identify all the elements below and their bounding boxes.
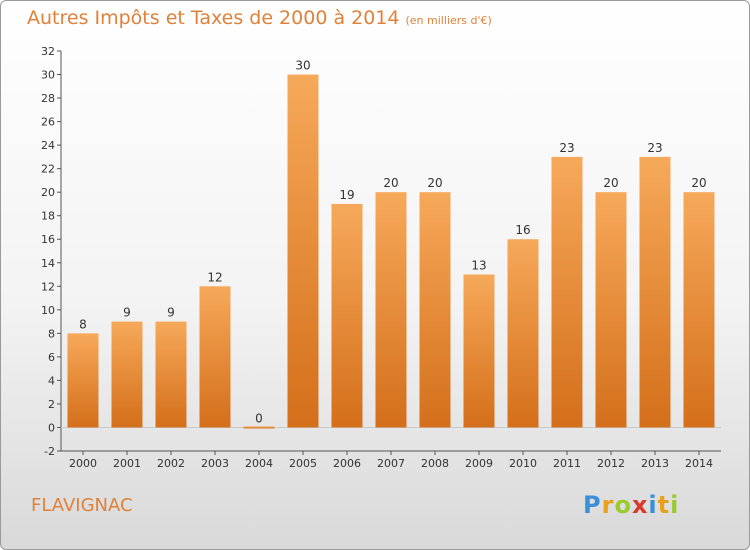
labels-layer: 8 9 9 12 0 30 19 20 20 13 16 23 20 23 20 [79,59,706,426]
data-label: 12 [207,270,222,284]
bar [507,239,539,428]
data-label: 20 [603,176,618,190]
bar [243,426,275,429]
y-tick-label: 30 [41,69,55,82]
x-tick-label: 2003 [201,457,229,470]
bar [199,286,231,428]
data-label: 8 [79,317,87,331]
chart-title-text: Autres Impôts et Taxes de 2000 à 2014 [27,7,400,29]
x-tick-label: 2007 [377,457,405,470]
y-tick-label: 22 [41,163,55,176]
bar [67,333,99,428]
bar [683,192,715,428]
x-tick-label: 2005 [289,457,317,470]
bar [419,192,451,428]
x-tick-label: 2000 [69,457,97,470]
x-tick-label: 2006 [333,457,361,470]
y-tick-label: 0 [48,421,55,434]
data-label: 9 [123,306,131,320]
proxiti-logo: Proxiti [583,491,679,519]
x-tick-label: 2011 [553,457,581,470]
y-tick-label: 6 [48,351,55,364]
logo-letter: o [614,491,632,519]
bar [463,274,495,428]
x-tick-label: 2002 [157,457,185,470]
bar [155,321,187,428]
data-label: 19 [339,188,354,202]
bar [331,203,363,428]
x-tick-label: 2008 [421,457,449,470]
data-label: 23 [647,141,662,155]
logo-letter: i [670,491,680,519]
bar [639,156,671,428]
y-tick-label: 28 [41,92,55,105]
y-tick-label: 2 [48,398,55,411]
logo-letter: i [648,491,658,519]
y-tick-label: 12 [41,280,55,293]
logo-letter: P [583,491,602,519]
y-tick-label: 18 [41,210,55,223]
x-tick-label: 2009 [465,457,493,470]
bar [551,156,583,428]
bars-layer [67,74,715,429]
x-tick-label: 2010 [509,457,537,470]
commune-name: FLAVIGNAC [31,495,133,516]
y-tick-label: 10 [41,304,55,317]
data-label: 20 [383,176,398,190]
data-label: 9 [167,306,175,320]
bar [375,192,407,428]
logo-letter: t [657,491,671,519]
chart-subtitle: (en milliers d'€) [405,14,492,27]
data-label: 13 [471,259,486,273]
data-label: 16 [515,223,530,237]
y-tick-label: 16 [41,233,55,246]
x-tick-label: 2013 [641,457,669,470]
bar [287,74,319,428]
data-label: 23 [559,141,574,155]
logo-letter: r [601,491,615,519]
data-label: 20 [691,176,706,190]
y-tick-label: 26 [41,116,55,129]
y-tick-label: 4 [48,374,55,387]
data-label: 20 [427,176,442,190]
y-tick-label: -2 [44,445,55,458]
y-tick-label: 14 [41,257,55,270]
y-tick-label: 24 [41,139,55,152]
y-tick-label: 20 [41,186,55,199]
data-label: 30 [295,59,310,73]
x-tick-label: 2001 [113,457,141,470]
x-tick-label: 2004 [245,457,273,470]
x-tick-label: 2014 [685,457,713,470]
bar [111,321,143,428]
logo-letter: x [631,491,649,519]
x-tick-label: 2012 [597,457,625,470]
y-tick-label: 8 [48,327,55,340]
bar [595,192,627,428]
chart-title: Autres Impôts et Taxes de 2000 à 2014 (en… [27,7,492,29]
data-label: 0 [255,411,263,425]
y-tick-label: 32 [41,45,55,58]
